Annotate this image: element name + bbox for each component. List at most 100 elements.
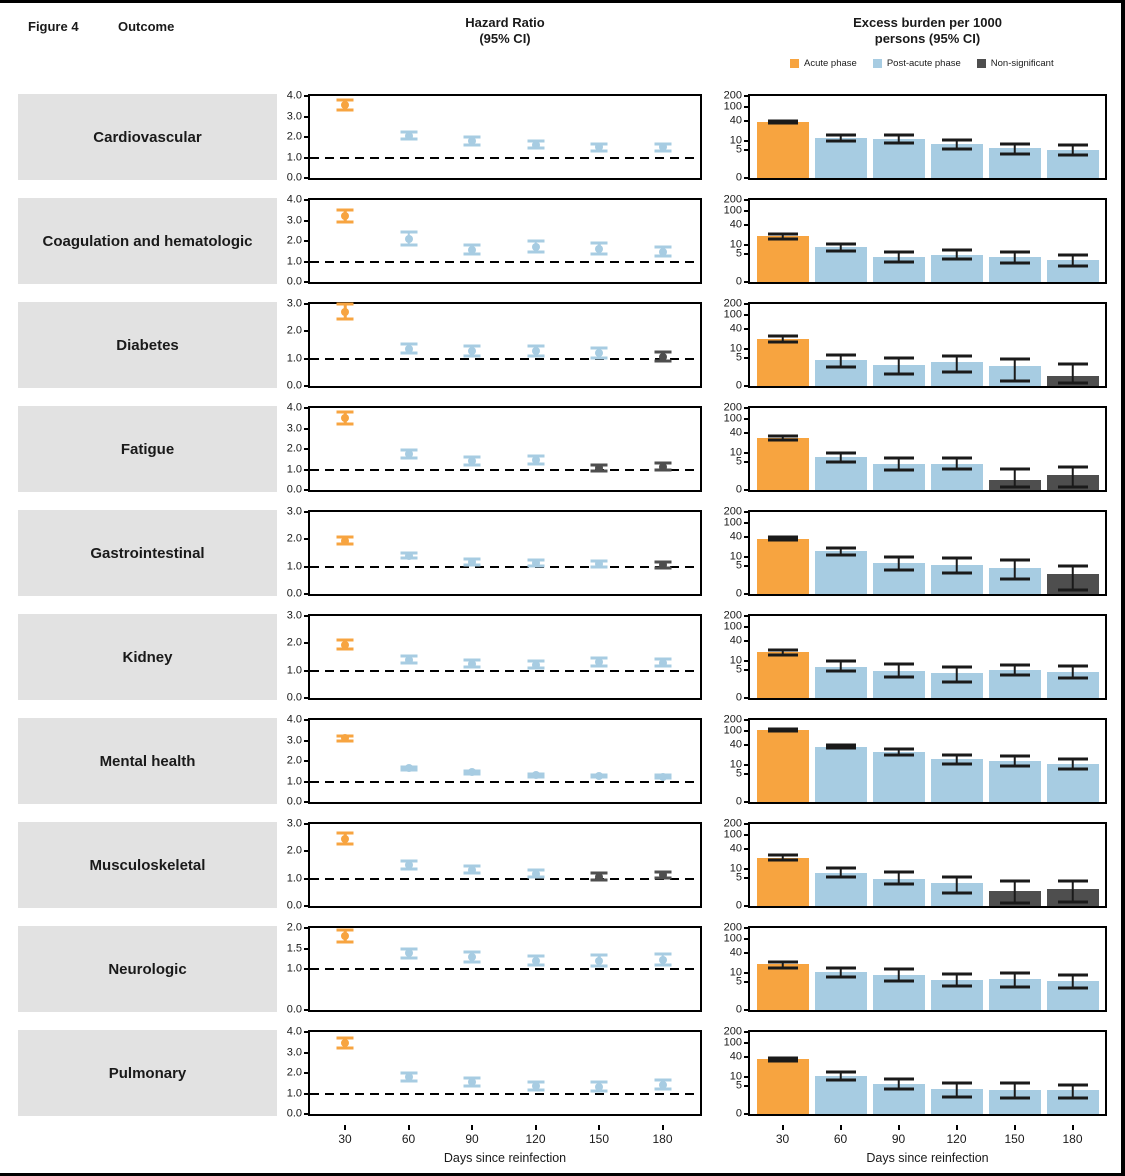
- burden-tick-label: 0: [735, 1107, 742, 1120]
- outcome-row-2: Coagulation and hematologic 4.0 3.0 2.0 1.0 0…: [0, 189, 1121, 293]
- hr-point: [404, 764, 413, 773]
- burden-axis-ticks: 200 100 40 10 5 0: [706, 610, 748, 703]
- burden-tick-label: 100: [723, 516, 742, 529]
- hr-tick-mark: [304, 489, 308, 491]
- burden-tick-mark: [744, 971, 748, 974]
- error-bar-line: [781, 649, 784, 656]
- day-tick-label: 60: [833, 1132, 848, 1146]
- error-bar-line: [1071, 255, 1074, 267]
- hr-tick-label: 1.0: [286, 962, 302, 975]
- burden-title-line2: persons (95% CI): [874, 31, 981, 47]
- error-bar-cap: [825, 460, 856, 464]
- burden-tick-label: 10: [729, 238, 742, 251]
- hr-tick-mark: [304, 1072, 308, 1074]
- day-tick-label: 180: [652, 1132, 673, 1146]
- error-bar-cap: [1057, 465, 1088, 469]
- burden-tick-mark: [744, 1075, 748, 1078]
- excess-burden-panel: [748, 302, 1107, 388]
- hr-point: [468, 457, 476, 466]
- error-bar-cap: [999, 663, 1030, 667]
- error-bar-line: [839, 968, 842, 977]
- error-bar-line: [897, 969, 900, 981]
- error-bar-cap: [654, 350, 671, 354]
- error-bar-cap: [999, 152, 1030, 156]
- burden-tick-label: 100: [723, 620, 742, 633]
- hr-tick-label: 3.0: [286, 1046, 302, 1058]
- burden-tick-mark: [744, 639, 748, 642]
- outcome-row-9: Neurologic 2.0 1.5 1.0 0.0 200 100 40 10 5 0: [0, 917, 1121, 1021]
- outcome-row-6: Kidney 3.0 2.0 1.0 0.0 200 100 40 10 5 0: [0, 605, 1121, 709]
- hr-tick-label: 1.0: [286, 560, 302, 573]
- error-bar-cap: [941, 257, 972, 261]
- burden-tick-label: 0: [735, 1003, 742, 1016]
- hr-tick-label: 1.0: [286, 463, 302, 475]
- error-bar-cap: [1057, 485, 1088, 489]
- error-bar-cap: [999, 1081, 1030, 1085]
- error-bar-cap: [941, 665, 972, 669]
- day-tick-label: 180: [1062, 1132, 1083, 1146]
- burden-bar: [756, 538, 809, 594]
- burden-tick-mark: [744, 243, 748, 246]
- hr-point: [404, 344, 413, 353]
- reference-line-hr-1: [310, 877, 700, 880]
- hr-tick-label: 4.0: [286, 713, 302, 726]
- burden-bar: [814, 551, 867, 594]
- burden-bar: [872, 752, 925, 802]
- burden-bar: [814, 746, 867, 802]
- column-header-outcome: Outcome: [118, 19, 175, 34]
- error-bar-cap: [883, 882, 914, 886]
- excess-burden-panel: [748, 1030, 1107, 1116]
- hr-tick-mark: [304, 303, 308, 305]
- hr-tick-label: 4.0: [286, 193, 302, 206]
- burden-tick-label: 0: [735, 379, 742, 392]
- error-bar-line: [897, 872, 900, 885]
- error-bar-cap: [1057, 1096, 1088, 1100]
- burden-tick-mark: [744, 223, 748, 226]
- error-bar-cap: [941, 1081, 972, 1085]
- burden-axis-ticks: 200 100 40 10 5 0: [706, 402, 748, 495]
- hr-point: [531, 1082, 540, 1091]
- legend-label: Acute phase: [804, 58, 857, 69]
- burden-tick-mark: [744, 199, 748, 201]
- burden-bar: [756, 729, 809, 802]
- error-bar-cap: [1057, 264, 1088, 268]
- outcome-row-8: Musculoskeletal 3.0 2.0 1.0 0.0 200 100 40 10 5 0: [0, 813, 1121, 917]
- reference-line-hr-1: [310, 468, 700, 471]
- hr-tick-mark: [304, 219, 308, 222]
- hr-tick-label: 2.0: [286, 1066, 302, 1079]
- error-bar-cap: [883, 141, 914, 145]
- hazard-title-line2: (95% CI): [479, 31, 531, 47]
- hr-tick-label: 0.0: [286, 795, 302, 808]
- hr-tick-mark: [304, 780, 308, 783]
- hr-point: [468, 768, 476, 777]
- legend-label: Non-significant: [990, 58, 1054, 69]
- column-header-excess-burden: Excess burden per 1000 persons (95% CI): [748, 15, 1107, 48]
- burden-axis-ticks: 200 100 40 10 5 0: [706, 714, 748, 807]
- hr-axis-ticks: 4.0 3.0 2.0 1.0 0.0: [270, 193, 308, 287]
- day-tick-mark: [407, 1125, 410, 1130]
- error-bar-cap: [400, 230, 417, 234]
- error-bar-line: [839, 354, 842, 368]
- error-bar-cap: [336, 108, 354, 112]
- hr-tick-mark: [304, 1051, 308, 1054]
- burden-bar: [756, 236, 809, 282]
- burden-bar: [814, 138, 867, 178]
- error-bar-cap: [825, 975, 856, 979]
- error-bar-cap: [883, 675, 914, 679]
- error-bar-cap: [654, 963, 671, 967]
- error-bar-cap: [590, 241, 608, 245]
- error-bar-cap: [336, 638, 354, 642]
- error-bar-cap: [999, 879, 1030, 883]
- burden-tick-mark: [744, 743, 748, 746]
- error-bar-cap: [336, 208, 354, 212]
- day-tick-mark: [534, 1125, 537, 1130]
- hr-tick-label: 1.0: [286, 255, 302, 267]
- error-bar-cap: [825, 875, 856, 879]
- outcome-row-4: Fatigue 4.0 3.0 2.0 1.0 0.0 200 100 40 10 5 0: [0, 397, 1121, 501]
- error-bar-cap: [999, 985, 1030, 989]
- error-bar-cap: [336, 940, 354, 944]
- error-bar-cap: [654, 657, 671, 661]
- error-bar-cap: [883, 356, 914, 360]
- burden-tick-label: 5: [735, 663, 742, 676]
- hr-point: [531, 347, 540, 355]
